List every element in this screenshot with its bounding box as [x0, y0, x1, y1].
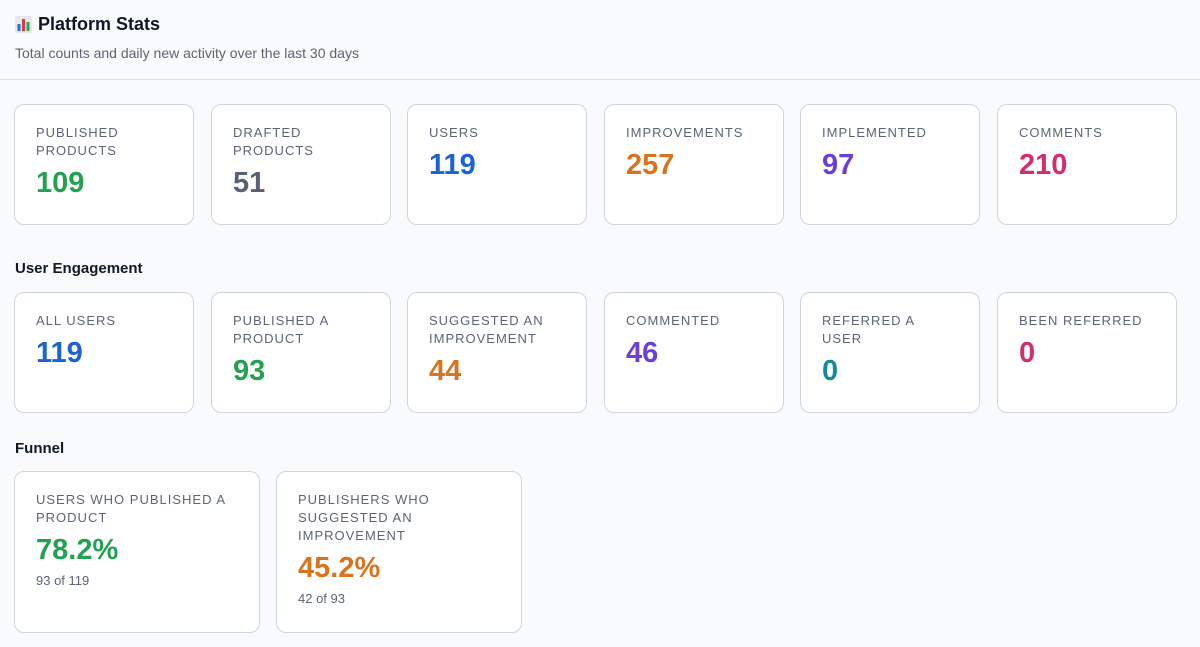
bar-chart-icon — [15, 16, 32, 33]
stat-value: 93 — [233, 355, 266, 387]
stat-value: 257 — [626, 149, 675, 181]
section-title-funnel: Funnel — [15, 440, 65, 457]
section-title-user-engagement: User Engagement — [15, 260, 143, 277]
engagement-card-all-users: ALL USERS 119 — [14, 292, 194, 413]
stat-value: 44 — [429, 355, 462, 387]
stat-label: PUBLISHED PRODUCTS — [36, 125, 119, 158]
stat-value: 78.2% — [36, 534, 119, 566]
stat-value: 46 — [626, 337, 659, 369]
stat-card-users: USERS 119 — [407, 104, 587, 225]
stat-value: 119 — [36, 337, 83, 369]
stat-label: PUBLISHED A PRODUCT — [233, 313, 329, 346]
stat-label: PUBLISHERS WHO SUGGESTED AN IMPROVEMENT — [298, 492, 430, 543]
engagement-card-referred-a-user: REFERRED A USER 0 — [800, 292, 980, 413]
stat-label: SUGGESTED AN IMPROVEMENT — [429, 313, 544, 346]
stat-label: DRAFTED PRODUCTS — [233, 125, 314, 158]
stat-label: USERS WHO PUBLISHED A PRODUCT — [36, 492, 226, 525]
stat-label: COMMENTS — [1019, 125, 1103, 140]
engagement-card-been-referred: BEEN REFERRED 0 — [997, 292, 1177, 413]
stat-value: 119 — [429, 149, 476, 181]
stat-label: REFERRED A USER — [822, 313, 915, 346]
page-header: Platform Stats Total counts and daily ne… — [0, 0, 1200, 80]
funnel-card-publishers-suggested: PUBLISHERS WHO SUGGESTED AN IMPROVEMENT … — [276, 471, 522, 633]
stat-card-improvements: IMPROVEMENTS 257 — [604, 104, 784, 225]
stat-card-drafted-products: DRAFTED PRODUCTS 51 — [211, 104, 391, 225]
stat-value: 210 — [1019, 149, 1068, 181]
stat-value: 97 — [822, 149, 855, 181]
stat-value: 45.2% — [298, 552, 381, 584]
stat-label: IMPROVEMENTS — [626, 125, 744, 140]
stat-card-published-products: PUBLISHED PRODUCTS 109 — [14, 104, 194, 225]
engagement-card-published-a-product: PUBLISHED A PRODUCT 93 — [211, 292, 391, 413]
stat-value: 109 — [36, 167, 85, 199]
stat-card-implemented: IMPLEMENTED 97 — [800, 104, 980, 225]
stat-label: COMMENTED — [626, 313, 721, 328]
stat-label: IMPLEMENTED — [822, 125, 927, 140]
stat-value: 0 — [1019, 337, 1036, 369]
stat-card-comments: COMMENTS 210 — [997, 104, 1177, 225]
stat-label: USERS — [429, 125, 479, 140]
stat-label: ALL USERS — [36, 313, 117, 328]
engagement-card-commented: COMMENTED 46 — [604, 292, 784, 413]
page-title-text: Platform Stats — [38, 14, 161, 34]
stat-detail: 93 of 119 — [36, 573, 90, 588]
funnel-card-users-published: USERS WHO PUBLISHED A PRODUCT 78.2% 93 o… — [14, 471, 260, 633]
stat-detail: 42 of 93 — [298, 591, 345, 606]
stat-label: BEEN REFERRED — [1019, 313, 1143, 328]
page-subtitle: Total counts and daily new activity over… — [15, 45, 359, 61]
stat-value: 51 — [233, 167, 266, 199]
engagement-card-suggested-an-improvement: SUGGESTED AN IMPROVEMENT 44 — [407, 292, 587, 413]
page-title: Platform Stats — [15, 14, 160, 35]
stat-value: 0 — [822, 355, 839, 387]
